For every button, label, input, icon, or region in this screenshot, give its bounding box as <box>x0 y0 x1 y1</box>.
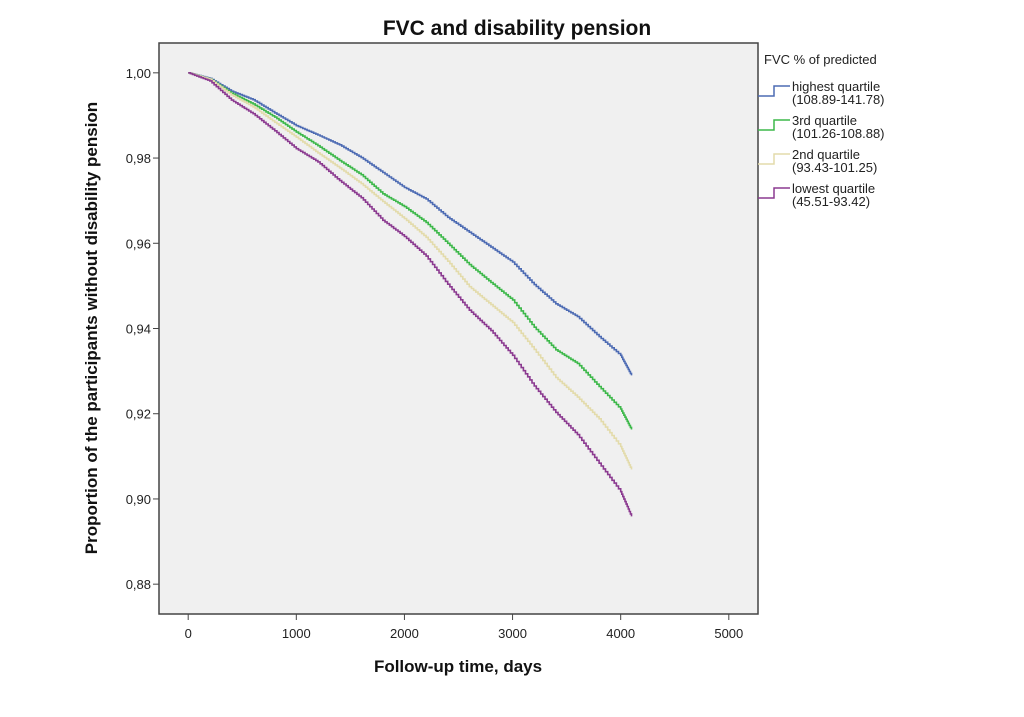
legend-series-range: (101.26-108.88) <box>792 126 885 141</box>
x-tick-label: 2000 <box>390 626 419 641</box>
legend: FVC % of predicted highest quartile(108.… <box>758 52 885 209</box>
legend-swatch <box>758 153 790 165</box>
x-tick-label: 3000 <box>498 626 527 641</box>
axes: 0 1000 2000 3000 4000 5000 0,88 0,90 0,92 0,94 0,9… <box>126 66 744 641</box>
chart-title: FVC and disability pension <box>383 17 651 40</box>
y-tick-label: 1,00 <box>126 66 151 81</box>
y-tick-label: 0,94 <box>126 322 151 337</box>
legend-series-range: (45.51-93.42) <box>792 194 870 209</box>
x-axis-label: Follow-up time, days <box>374 657 542 676</box>
series-lines <box>188 72 633 517</box>
legend-series-name: 2nd quartile <box>792 147 860 162</box>
legend-series-range: (108.89-141.78) <box>792 92 885 107</box>
series-line-1 <box>188 72 633 376</box>
legend-title: FVC % of predicted <box>764 52 877 67</box>
legend-series-name: highest quartile <box>792 79 880 94</box>
x-tick-label: 5000 <box>714 626 743 641</box>
legend-swatch <box>758 119 790 131</box>
plot-area <box>158 42 759 615</box>
y-tick-label: 0,90 <box>126 492 151 507</box>
y-tick-label: 0,92 <box>126 407 151 422</box>
legend-series-name: 3rd quartile <box>792 113 857 128</box>
x-tick-label: 0 <box>185 626 192 641</box>
x-tick-label: 1000 <box>282 626 311 641</box>
y-tick-label: 0,98 <box>126 151 151 166</box>
series-line-4 <box>188 72 633 517</box>
y-tick-label: 0,88 <box>126 577 151 592</box>
legend-swatch <box>758 187 790 199</box>
legend-swatch <box>758 85 790 97</box>
series-line-3 <box>188 72 633 470</box>
y-axis-label: Proportion of the participants without d… <box>82 102 101 554</box>
y-tick-label: 0,96 <box>126 236 151 251</box>
legend-series-name: lowest quartile <box>792 181 875 196</box>
legend-series-range: (93.43-101.25) <box>792 160 877 175</box>
series-line-2 <box>188 72 633 430</box>
x-tick-label: 4000 <box>606 626 635 641</box>
